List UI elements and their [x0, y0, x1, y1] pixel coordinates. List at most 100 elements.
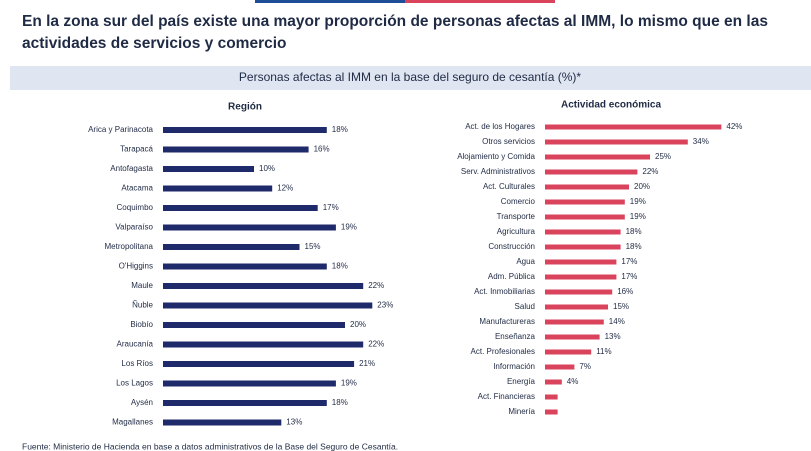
bar [545, 169, 638, 175]
category-label: Enseñanza [495, 332, 536, 341]
bar [163, 263, 327, 270]
bar [163, 224, 336, 231]
bar [545, 304, 608, 310]
bar [163, 283, 364, 289]
value-label: 12% [277, 184, 293, 193]
bar [545, 334, 600, 340]
slide-title-line2: actividades de servicios y comercio [22, 35, 287, 52]
value-label: 19% [341, 379, 357, 388]
bar [163, 322, 345, 328]
category-label: Agua [516, 257, 535, 266]
category-label: Antofagasta [110, 164, 153, 173]
bar [163, 419, 282, 426]
value-label: 4% [567, 377, 579, 386]
bar [545, 184, 629, 190]
category-label: Magallanes [112, 418, 153, 427]
bar [545, 394, 558, 400]
category-label: Act. Financieras [478, 392, 535, 401]
bar [545, 124, 722, 130]
bar [545, 199, 625, 205]
value-label: 14% [609, 317, 625, 326]
category-label: Los Ríos [121, 359, 153, 368]
category-label: Salud [515, 302, 535, 311]
bar [545, 349, 592, 355]
value-label: 17% [323, 203, 339, 212]
subtitle-band [10, 66, 811, 90]
category-label: Tarapacá [120, 145, 153, 154]
value-label: 19% [630, 212, 646, 221]
top-stripe-blue [255, 0, 405, 3]
bar [545, 379, 562, 385]
value-label: 22% [642, 167, 658, 176]
chart-title: Actividad económica [561, 100, 661, 111]
value-label: 16% [314, 145, 330, 154]
bar [163, 244, 300, 250]
category-label: Construcción [488, 242, 535, 251]
bar [163, 341, 364, 348]
bar [545, 214, 625, 220]
category-label: Serv. Administrativos [461, 167, 535, 176]
value-label: 42% [726, 122, 742, 131]
value-label: 18% [332, 262, 348, 271]
value-label: 21% [359, 359, 375, 368]
value-label: 7% [579, 362, 591, 371]
top-stripe-red [405, 0, 555, 3]
value-label: 17% [621, 257, 637, 266]
bar [163, 146, 309, 153]
category-label: Arica y Parinacota [88, 125, 153, 134]
bar [545, 154, 650, 160]
value-label: 20% [634, 182, 650, 191]
value-label: 22% [368, 281, 384, 290]
value-label: 18% [332, 398, 348, 407]
value-label: 18% [332, 125, 348, 134]
bar [163, 380, 336, 387]
bar [545, 364, 575, 370]
category-label: Energía [507, 377, 536, 386]
bar [163, 127, 327, 133]
category-label: Información [493, 362, 535, 371]
category-label: Manufactureras [479, 317, 535, 326]
category-label: Alojamiento y Comida [457, 152, 535, 161]
category-label: Aysén [131, 398, 153, 407]
category-label: Araucanía [117, 340, 154, 349]
value-label: 13% [286, 418, 302, 427]
value-label: 25% [655, 152, 671, 161]
value-label: 19% [341, 223, 357, 232]
category-label: Comercio [501, 197, 536, 206]
category-label: Act. Culturales [483, 182, 535, 191]
value-label: 16% [617, 287, 633, 296]
bar [545, 139, 688, 145]
category-label: Otros servicios [482, 137, 535, 146]
bar [545, 274, 617, 280]
slide-title: En la zona sur del país existe una mayor… [22, 13, 768, 30]
category-label: Metropolitana [105, 242, 154, 251]
bar [545, 244, 621, 250]
category-label: Agricultura [497, 227, 536, 236]
category-label: Valparaíso [115, 223, 153, 232]
category-label: Atacama [121, 184, 153, 193]
category-label: Los Lagos [116, 379, 153, 388]
bar [163, 302, 373, 309]
category-label: Coquimbo [117, 203, 154, 212]
category-label: Transporte [497, 212, 536, 221]
bar [545, 409, 558, 415]
category-label: Act. Inmobiliarias [474, 287, 535, 296]
value-label: 18% [626, 242, 642, 251]
bar [163, 166, 254, 172]
value-label: 18% [626, 227, 642, 236]
chart-title: Región [228, 102, 262, 113]
bar [545, 229, 621, 235]
category-label: Minería [508, 407, 535, 416]
value-label: 20% [350, 320, 366, 329]
category-label: Maule [131, 281, 153, 290]
category-label: Biobío [130, 320, 153, 329]
value-label: 13% [605, 332, 621, 341]
bar [545, 319, 604, 325]
category-label: O'Higgins [119, 262, 153, 271]
value-label: 10% [259, 164, 275, 173]
category-label: Act. Profesionales [471, 347, 535, 356]
value-label: 23% [377, 301, 393, 310]
bar [163, 361, 355, 367]
value-label: 22% [368, 340, 384, 349]
